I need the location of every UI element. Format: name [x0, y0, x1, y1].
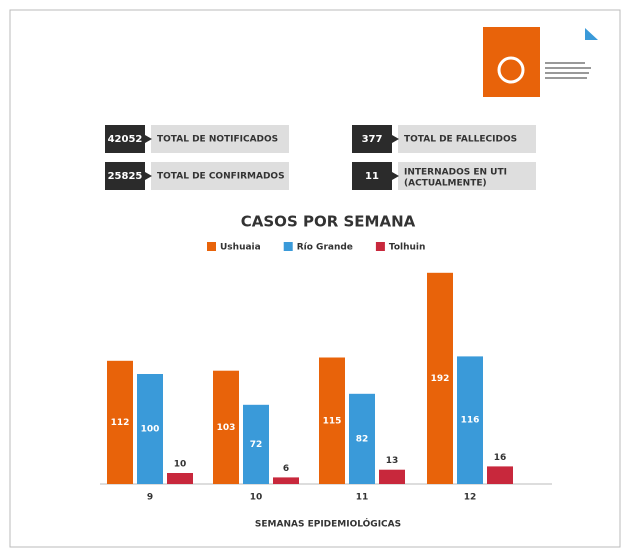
stat-arrow [145, 172, 152, 180]
stat-number: 377 [362, 134, 383, 145]
bar-value-label: 6 [283, 464, 289, 474]
bar-value-label: 10 [174, 460, 187, 470]
bar [273, 477, 299, 484]
stat-number: 25825 [108, 171, 143, 182]
stat-label-box [151, 125, 289, 153]
bar [319, 357, 345, 484]
bar [487, 466, 513, 484]
bar [243, 404, 269, 484]
x-axis-label: SEMANAS EPIDEMIOLÓGICAS [255, 518, 401, 530]
bar-value-label: 115 [323, 416, 342, 426]
legend-swatch [207, 242, 216, 251]
stat-number-box [352, 162, 392, 190]
stat-label-box [398, 125, 536, 153]
bar [137, 374, 163, 484]
bar-value-label: 100 [141, 425, 160, 435]
bar-value-label: 116 [461, 416, 480, 426]
bar [213, 370, 239, 484]
bar [379, 469, 405, 484]
stat-note: (ACTUALMENTE) [404, 179, 487, 189]
stat-number-box [105, 162, 145, 190]
legend-label: Tolhuin [389, 243, 426, 253]
stat-number: 11 [365, 171, 379, 182]
x-tick-label: 11 [356, 493, 369, 503]
stat-label: TOTAL DE CONFIRMADOS [157, 172, 285, 182]
stat-label: TOTAL DE NOTIFICADOS [157, 135, 278, 145]
stat-number-box [105, 125, 145, 153]
bar [107, 360, 133, 484]
legend-label: Ushuaia [220, 243, 261, 253]
corner-mark [585, 28, 598, 40]
logo-emblem [497, 56, 525, 84]
stat-label: TOTAL DE FALLECIDOS [404, 135, 517, 145]
x-tick-label: 9 [147, 493, 153, 503]
x-tick-label: 10 [250, 493, 263, 503]
chart-title: CASOS POR SEMANA [241, 213, 416, 231]
bar [427, 272, 453, 484]
bar-value-label: 112 [111, 418, 130, 428]
x-tick-label: 12 [464, 493, 477, 503]
stat-label-box [398, 162, 536, 190]
legend-label: Río Grande [297, 243, 353, 253]
stat-number: 42052 [108, 134, 143, 145]
stat-label-box [151, 162, 289, 190]
legend-swatch [375, 242, 385, 251]
bar-value-label: 72 [250, 440, 263, 450]
bar-value-label: 13 [386, 456, 399, 466]
bar [349, 393, 375, 484]
bar-value-label: 82 [356, 434, 369, 444]
stat-arrow [392, 135, 399, 143]
stat-arrow [392, 172, 399, 180]
logo [483, 27, 540, 97]
bar-value-label: 16 [494, 453, 507, 463]
bar [167, 473, 193, 484]
bar-value-label: 192 [431, 374, 450, 384]
logo-text-lines [545, 62, 591, 79]
stat-arrow [145, 135, 152, 143]
stat-number-box [352, 125, 392, 153]
stat-label: INTERNADOS EN UTI [404, 168, 507, 178]
bar-value-label: 103 [217, 423, 236, 433]
bar [457, 356, 483, 484]
legend-swatch [283, 242, 293, 251]
